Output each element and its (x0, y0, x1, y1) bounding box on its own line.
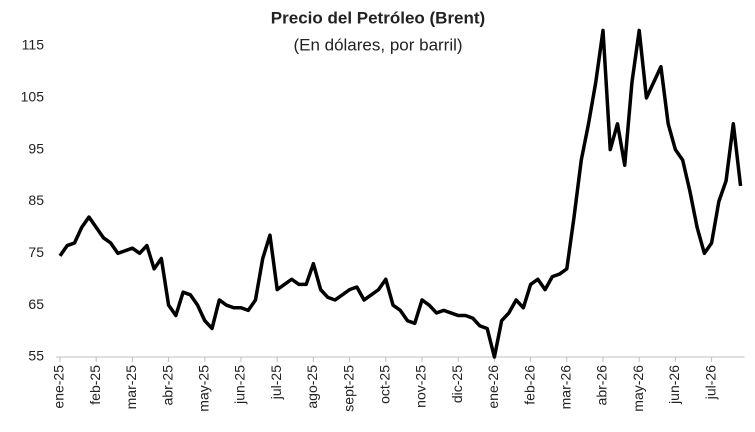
y-tick-label: 65 (28, 296, 44, 312)
x-tick-label: ago-25 (304, 365, 320, 409)
x-tick-label: mar-25 (123, 365, 139, 410)
x-tick-label: abr-26 (594, 365, 610, 406)
x-tick-label: jul-26 (702, 365, 718, 400)
x-tick-label: jul-25 (268, 365, 284, 400)
y-tick-label: 105 (21, 89, 45, 105)
x-tick-label: may-26 (630, 365, 646, 412)
x-tick-label: nov-25 (413, 365, 429, 408)
x-tick-label: sept-25 (340, 365, 356, 412)
x-tick-label: abr-25 (159, 365, 175, 406)
y-tick-label: 115 (22, 37, 45, 53)
x-tick-label: ene-25 (51, 365, 67, 409)
y-tick-label: 95 (28, 140, 44, 156)
x-tick-label: may-25 (196, 365, 212, 412)
y-tick-label: 55 (28, 348, 44, 364)
x-tick-label: feb-26 (521, 365, 537, 405)
x-tick-label: oct-25 (377, 365, 393, 404)
price-line (58, 28, 743, 359)
x-tick-label: ene-26 (485, 365, 501, 409)
y-tick-label: 85 (28, 192, 44, 208)
chart-subtitle: (En dólares, por barril) (293, 35, 462, 54)
y-tick-label: 75 (28, 244, 44, 260)
x-tick-label: dic-25 (449, 365, 465, 403)
x-tick-label: feb-25 (87, 365, 103, 405)
chart-title: Precio del Petróleo (Brent) (271, 8, 485, 27)
x-tick-label: jun-26 (666, 365, 682, 405)
x-tick-label: mar-26 (558, 365, 574, 410)
x-tick-label: jun-25 (232, 365, 248, 405)
